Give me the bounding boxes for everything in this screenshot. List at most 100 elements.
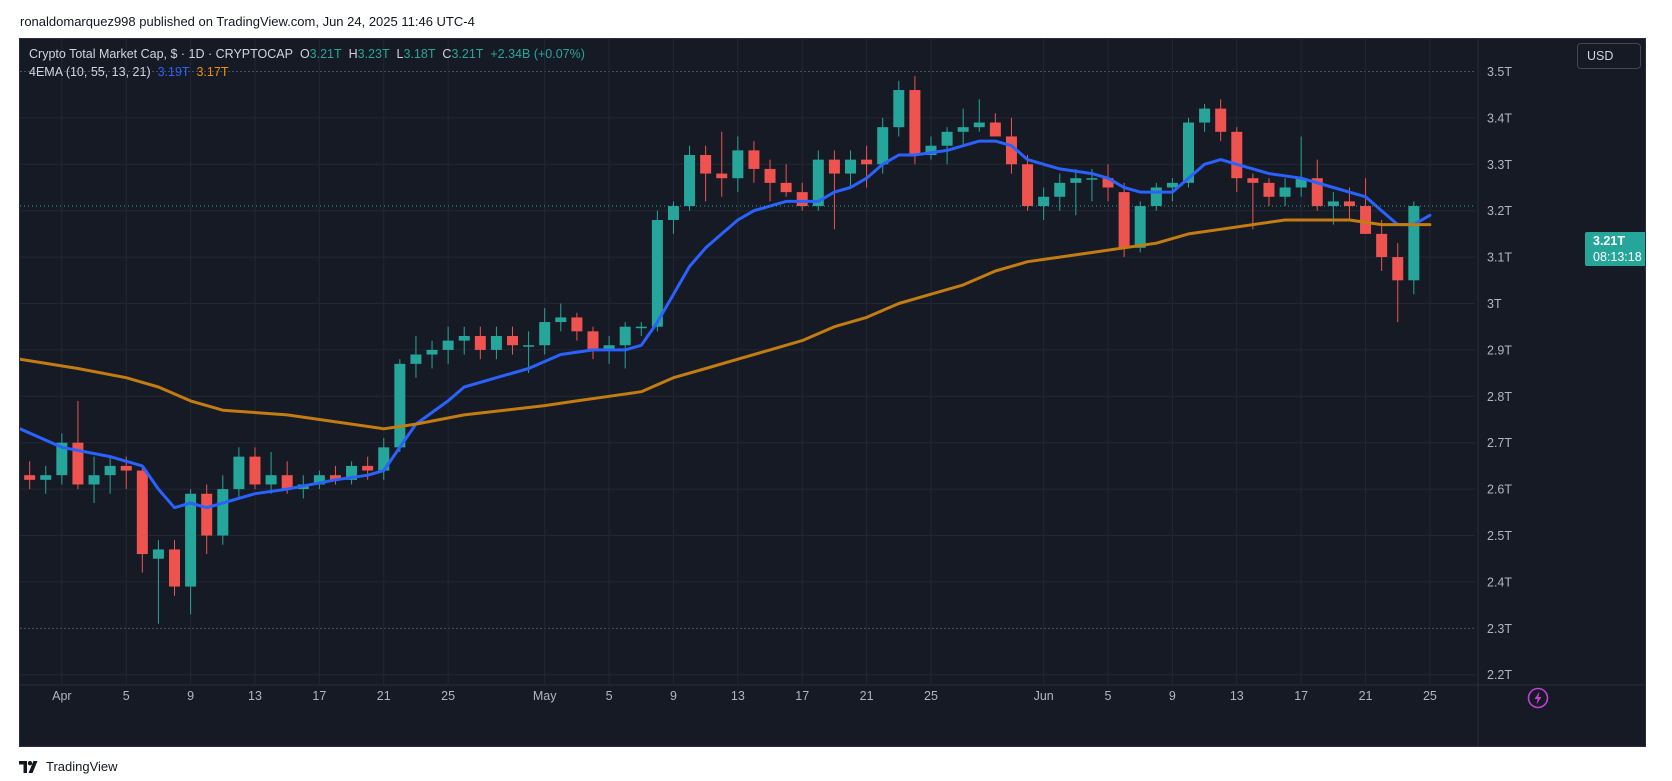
candle-down xyxy=(1392,257,1404,281)
candle-down xyxy=(72,442,84,485)
candle-down xyxy=(1231,131,1243,179)
close-value: 3.21T xyxy=(451,47,484,61)
time-tick-label: 13 xyxy=(731,689,745,703)
candle-up xyxy=(877,127,889,165)
candle-down xyxy=(1247,178,1259,183)
candle-up xyxy=(394,363,406,448)
candle-up xyxy=(1150,187,1162,207)
candle-down xyxy=(1022,164,1034,207)
time-tick-label: 25 xyxy=(924,689,938,703)
symbol-title[interactable]: Crypto Total Market Cap, $ · 1D · CRYPTO… xyxy=(29,47,293,61)
price-chart[interactable]: 2.2T 2.3T 2.4T 2.5T 2.6T 2.7T 2.8T 2.9T 3T 3.1T 3.… xyxy=(20,39,1646,747)
candle-up xyxy=(1199,108,1211,123)
candle-up xyxy=(539,322,551,346)
candle-down xyxy=(201,493,213,536)
candle-up xyxy=(185,493,197,587)
candle-up xyxy=(217,489,229,536)
high-value: 3.23T xyxy=(357,47,390,61)
candle-up xyxy=(442,340,454,350)
candle-down xyxy=(24,475,36,480)
price-tick-label: 2.8T xyxy=(1487,390,1512,404)
time-tick-label: 17 xyxy=(1294,689,1308,703)
time-tick-label: 13 xyxy=(248,689,262,703)
lightning-icon[interactable] xyxy=(1527,687,1549,709)
candle-down xyxy=(748,150,760,169)
candle-up xyxy=(426,349,438,355)
candle-up xyxy=(1086,178,1098,180)
time-tick-label: 25 xyxy=(441,689,455,703)
ema-slow-value: 3.17T xyxy=(196,65,229,79)
candle-up xyxy=(684,155,696,207)
candle-up xyxy=(812,159,824,207)
time-tick-label: May xyxy=(533,689,557,703)
time-tick-label: 5 xyxy=(123,689,130,703)
candle-up xyxy=(893,90,905,128)
published-caption: ronaldomarquez998 published on TradingVi… xyxy=(20,14,475,29)
candle-up xyxy=(458,335,470,341)
ema-fast-value: 3.19T xyxy=(157,65,190,79)
candle-down xyxy=(716,173,728,179)
candle-up xyxy=(941,131,953,146)
candle-up xyxy=(56,442,68,476)
high-label: H xyxy=(348,47,358,61)
candle-up xyxy=(1054,182,1066,197)
candle-up xyxy=(378,447,390,471)
candle-up xyxy=(490,335,502,350)
candle-up xyxy=(346,465,358,480)
candle-down xyxy=(780,182,792,193)
candle-up xyxy=(957,127,969,132)
currency-button[interactable]: USD xyxy=(1577,43,1641,69)
indicator-name[interactable]: 4EMA (10, 55, 13, 21) xyxy=(29,65,151,79)
candle-down xyxy=(1215,108,1227,132)
candle-down xyxy=(1311,178,1323,207)
candle-down xyxy=(507,335,519,346)
candle-up xyxy=(152,549,164,559)
open-label: O xyxy=(299,47,310,61)
candle-down xyxy=(474,335,486,350)
candle-down xyxy=(329,475,341,480)
candle-up xyxy=(1327,201,1339,207)
candle-up xyxy=(925,145,937,156)
ema-slow-line xyxy=(20,218,1432,431)
price-tick-label: 2.5T xyxy=(1487,529,1512,543)
candle-down xyxy=(1360,206,1372,234)
candle-up xyxy=(1070,178,1082,183)
candle-up xyxy=(1134,206,1146,248)
low-value: 3.18T xyxy=(403,47,436,61)
price-tick-label: 3.3T xyxy=(1487,158,1512,172)
candle-up xyxy=(603,345,615,350)
candle-up xyxy=(1038,196,1050,207)
price-tick-label: 2.9T xyxy=(1487,343,1512,357)
candle-down xyxy=(1263,182,1275,197)
chart-panel[interactable]: 2.2T 2.3T 2.4T 2.5T 2.6T 2.7T 2.8T 2.9T 3T 3.1T 3.… xyxy=(19,38,1646,747)
bar-countdown: 08:13:18 xyxy=(1593,250,1642,264)
candle-down xyxy=(700,155,712,174)
open-value: 3.21T xyxy=(309,47,342,61)
time-tick-label: 21 xyxy=(377,689,391,703)
candle-down xyxy=(571,317,583,332)
low-label: L xyxy=(396,47,404,61)
time-tick-label: Jun xyxy=(1034,689,1054,703)
symbol-row: Crypto Total Market Cap, $ · 1D · CRYPTO… xyxy=(29,45,585,63)
candle-down xyxy=(764,168,776,183)
candle-down xyxy=(796,192,808,207)
time-tick-label: 5 xyxy=(1105,689,1112,703)
price-tick-label: 2.4T xyxy=(1487,575,1512,589)
price-tick-label: 3.4T xyxy=(1487,111,1512,125)
candle-up xyxy=(732,150,744,179)
candle-up xyxy=(973,122,985,128)
last-price-value: 3.21T xyxy=(1593,234,1625,248)
candle-up xyxy=(88,475,100,485)
time-tick-label: 17 xyxy=(795,689,809,703)
candle-down xyxy=(861,159,873,165)
last-price-tag: 3.21T 08:13:18 xyxy=(1585,232,1645,266)
candle-down xyxy=(120,465,132,471)
footer-branding: TradingView xyxy=(19,759,118,774)
candle-down xyxy=(1102,178,1114,188)
time-tick-label: 21 xyxy=(860,689,874,703)
candle-down xyxy=(136,470,148,555)
time-tick-label: 25 xyxy=(1423,689,1437,703)
time-tick-label: 9 xyxy=(1169,689,1176,703)
candle-up xyxy=(313,475,325,485)
candle-down xyxy=(989,122,1001,137)
